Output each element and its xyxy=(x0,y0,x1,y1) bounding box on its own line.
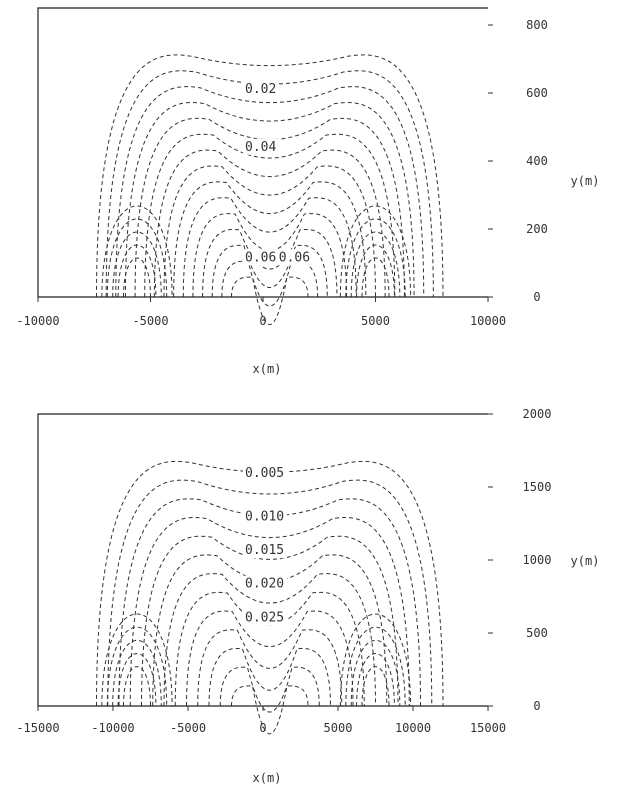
contour-loop xyxy=(101,613,173,707)
x-tick-label: -15000 xyxy=(16,721,59,735)
contour-lines xyxy=(96,460,444,735)
x-tick-label: -5000 xyxy=(132,314,168,328)
contour-label-bg xyxy=(243,508,287,525)
contour-loop xyxy=(350,640,401,707)
contour-label: 0.06 xyxy=(279,250,310,265)
bottom-contour-plot: -15000 -10000 -5000 0 5000 10000 15000 0 500 1000… xyxy=(16,407,599,785)
x-tick-label: 10000 xyxy=(395,721,431,735)
y-tick-label: 0 xyxy=(533,290,540,304)
contour-line xyxy=(211,244,328,298)
contour-loop xyxy=(106,218,168,298)
contour-label: 0.04 xyxy=(245,140,276,155)
y-tick-label: 2000 xyxy=(523,407,552,421)
contour-label-bg xyxy=(243,81,279,97)
contour-loop xyxy=(112,640,162,707)
contour-line xyxy=(173,181,367,298)
contour-line xyxy=(141,535,399,707)
y-tick-label: 400 xyxy=(526,154,548,168)
y-tick-label: 0 xyxy=(533,699,540,713)
contour-loop xyxy=(123,257,151,298)
contour-label-bg xyxy=(243,575,287,592)
y-tick-label: 1000 xyxy=(523,553,552,567)
contour-line xyxy=(105,70,434,298)
contour-line xyxy=(231,685,309,735)
contour-line xyxy=(124,102,415,298)
x-tick-label: 0 xyxy=(259,314,266,328)
contour-line xyxy=(182,197,357,298)
x-tick-label: 10000 xyxy=(470,314,506,328)
contour-line xyxy=(186,610,354,707)
contour-line xyxy=(202,229,338,298)
contour-line xyxy=(192,213,348,298)
contour-loop xyxy=(361,666,390,707)
contour-loop xyxy=(356,244,395,298)
contour-label: 0.015 xyxy=(245,543,284,558)
x-axis-label: x(m) xyxy=(253,771,282,785)
contour-line xyxy=(163,165,376,298)
contour-loop xyxy=(117,652,157,707)
contour-label-bg xyxy=(243,249,279,266)
contour-label-bg xyxy=(243,464,287,481)
contour-label: 0.06 xyxy=(245,250,276,265)
contour-loop xyxy=(339,613,412,707)
contour-label-bg xyxy=(243,542,287,559)
contour-loop xyxy=(117,244,157,298)
contour-line xyxy=(115,86,425,298)
contour-label-bg xyxy=(276,249,313,266)
x-tick-label: 5000 xyxy=(324,721,353,735)
contour-line xyxy=(219,666,320,713)
contour-label: 0.02 xyxy=(245,82,276,97)
contour-line xyxy=(129,517,410,707)
contour-loop xyxy=(112,231,162,298)
contour-loop xyxy=(345,626,406,707)
contour-line xyxy=(163,573,376,707)
x-tick-label: 5000 xyxy=(361,314,390,328)
y-axis-label: y(m) xyxy=(571,174,600,188)
x-tick-label: 0 xyxy=(259,721,266,735)
contour-line xyxy=(153,149,386,298)
x-tick-label: -10000 xyxy=(91,721,134,735)
contour-loop xyxy=(123,666,151,707)
y-tick-label: 200 xyxy=(526,222,548,236)
contour-line xyxy=(107,479,433,707)
contour-label: 0.005 xyxy=(245,466,284,481)
top-contour-plot: -10000 -5000 0 5000 10000 0 200 400 600 800 0.02 0.… xyxy=(16,7,600,376)
x-axis-label: x(m) xyxy=(253,362,282,376)
contour-line xyxy=(144,133,396,298)
y-tick-label: 600 xyxy=(526,86,548,100)
contour-loop xyxy=(361,257,390,298)
x-tick-label: 15000 xyxy=(470,721,506,735)
contour-label-bg xyxy=(243,138,279,155)
contour-line xyxy=(221,260,319,307)
contour-lines xyxy=(96,54,444,326)
x-tick-label: -5000 xyxy=(170,721,206,735)
contour-label: 0.020 xyxy=(245,577,284,592)
contour-loop xyxy=(106,626,168,707)
y-tick-label: 800 xyxy=(526,18,548,32)
contour-line xyxy=(208,647,331,707)
x-tick-label: -10000 xyxy=(16,314,59,328)
contour-line xyxy=(197,629,343,707)
y-tick-label: 1500 xyxy=(523,480,552,494)
contour-loop xyxy=(345,218,406,298)
contour-label: 0.025 xyxy=(245,610,284,625)
contour-label: 0.010 xyxy=(245,510,284,525)
contour-label-bg xyxy=(243,609,287,626)
y-axis-label: y(m) xyxy=(571,554,600,568)
contour-line xyxy=(231,276,309,326)
contour-loop xyxy=(356,652,395,707)
y-tick-label: 500 xyxy=(526,626,548,640)
contour-loop xyxy=(350,231,401,298)
